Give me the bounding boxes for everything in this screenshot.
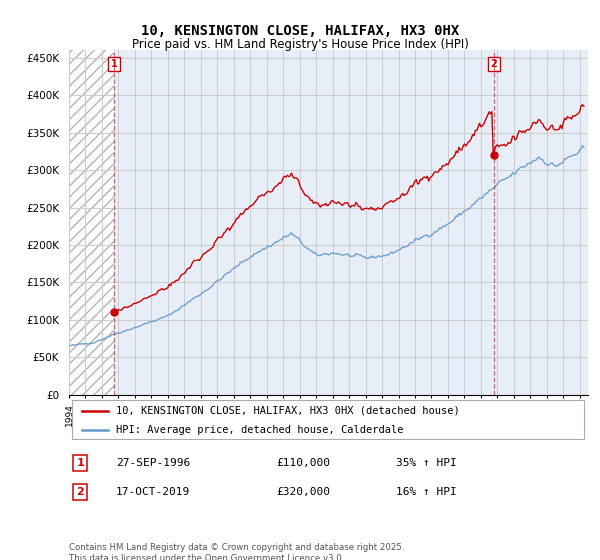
Text: 16% ↑ HPI: 16% ↑ HPI bbox=[396, 487, 457, 497]
Text: 2: 2 bbox=[491, 59, 497, 69]
Text: 1: 1 bbox=[77, 458, 84, 468]
Text: 35% ↑ HPI: 35% ↑ HPI bbox=[396, 458, 457, 468]
Text: HPI: Average price, detached house, Calderdale: HPI: Average price, detached house, Cald… bbox=[116, 424, 403, 435]
Text: 2: 2 bbox=[77, 487, 84, 497]
FancyBboxPatch shape bbox=[71, 400, 584, 439]
Bar bbox=[69, 50, 114, 395]
Text: 17-OCT-2019: 17-OCT-2019 bbox=[116, 487, 190, 497]
Text: Contains HM Land Registry data © Crown copyright and database right 2025.
This d: Contains HM Land Registry data © Crown c… bbox=[69, 543, 404, 560]
Text: £320,000: £320,000 bbox=[277, 487, 331, 497]
Text: £110,000: £110,000 bbox=[277, 458, 331, 468]
Text: 10, KENSINGTON CLOSE, HALIFAX, HX3 0HX: 10, KENSINGTON CLOSE, HALIFAX, HX3 0HX bbox=[141, 24, 459, 38]
Text: Price paid vs. HM Land Registry's House Price Index (HPI): Price paid vs. HM Land Registry's House … bbox=[131, 38, 469, 50]
Text: 27-SEP-1996: 27-SEP-1996 bbox=[116, 458, 190, 468]
Text: 10, KENSINGTON CLOSE, HALIFAX, HX3 0HX (detached house): 10, KENSINGTON CLOSE, HALIFAX, HX3 0HX (… bbox=[116, 405, 460, 416]
Text: 1: 1 bbox=[111, 59, 118, 69]
